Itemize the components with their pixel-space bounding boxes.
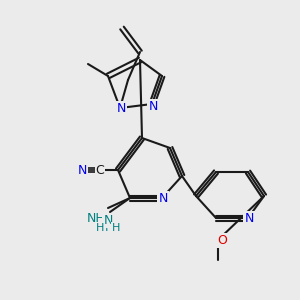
Text: NH: NH xyxy=(87,212,105,224)
Text: N: N xyxy=(77,164,87,176)
Text: N: N xyxy=(244,212,254,224)
Text: N: N xyxy=(148,100,158,112)
Text: H: H xyxy=(96,223,104,233)
Text: O: O xyxy=(217,233,227,247)
Text: N: N xyxy=(116,101,126,115)
Text: N: N xyxy=(158,191,168,205)
Text: H: H xyxy=(100,223,108,233)
Text: C: C xyxy=(96,164,104,176)
Text: H: H xyxy=(112,223,120,233)
Text: N: N xyxy=(103,214,113,226)
